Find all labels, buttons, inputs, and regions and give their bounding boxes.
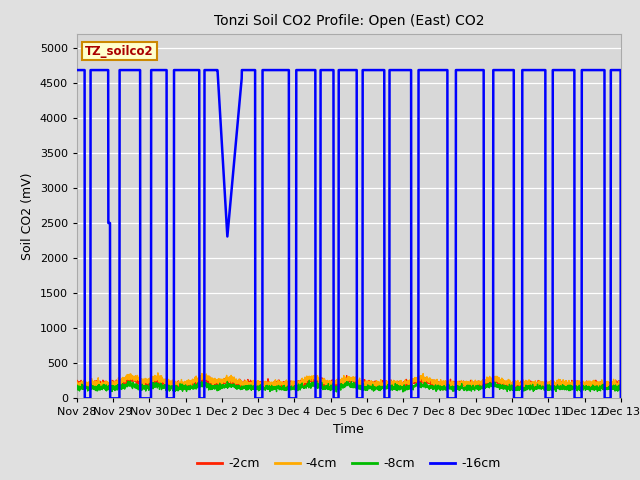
- Text: TZ_soilco2: TZ_soilco2: [85, 45, 154, 58]
- Title: Tonzi Soil CO2 Profile: Open (East) CO2: Tonzi Soil CO2 Profile: Open (East) CO2: [214, 14, 484, 28]
- X-axis label: Time: Time: [333, 423, 364, 436]
- Legend: -2cm, -4cm, -8cm, -16cm: -2cm, -4cm, -8cm, -16cm: [192, 452, 506, 475]
- Y-axis label: Soil CO2 (mV): Soil CO2 (mV): [21, 172, 34, 260]
